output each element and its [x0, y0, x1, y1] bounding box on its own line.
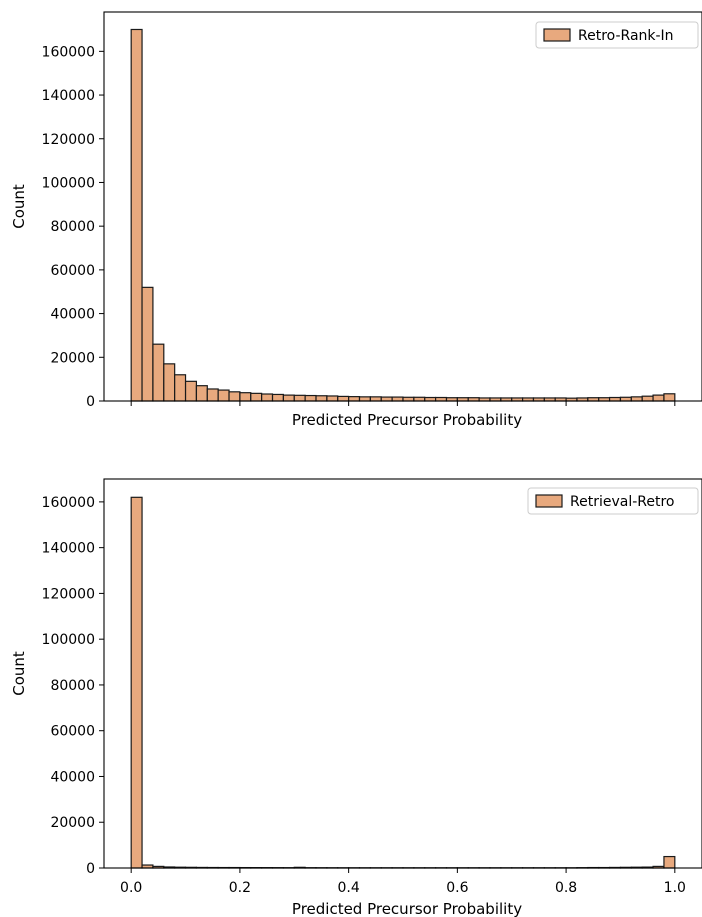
- bar: [326, 395, 339, 402]
- x-tick-label: 0.6: [446, 880, 468, 896]
- bar: [130, 496, 143, 869]
- bar: [641, 395, 654, 402]
- y-tick-label: 160000: [42, 44, 95, 60]
- axes-frame: [103, 478, 702, 869]
- bar: [402, 396, 415, 402]
- y-tick-label: 60000: [50, 724, 95, 740]
- bar: [663, 855, 676, 869]
- bar: [163, 363, 176, 402]
- y-tick-label: 20000: [50, 350, 95, 366]
- bar: [141, 286, 154, 402]
- bar: [271, 393, 284, 402]
- y-tick-label: 40000: [50, 307, 95, 323]
- legend-box: [527, 487, 699, 515]
- chart-panel-1: 0 20000 40000 60000 80000 100000 120000 140000 1…: [10, 11, 702, 429]
- bar: [250, 392, 263, 402]
- bar: [391, 396, 404, 402]
- bar: [413, 396, 426, 402]
- x-axis-label: Predicted Precursor Probability: [292, 411, 522, 429]
- legend-label: Retro-Rank-In: [578, 28, 674, 44]
- bar: [152, 343, 165, 402]
- y-tick-label: 0: [86, 861, 95, 877]
- bar: [304, 394, 317, 402]
- bar: [663, 393, 676, 402]
- x-tick-label: 0.2: [229, 880, 251, 896]
- y-axis-label: Count: [10, 651, 28, 696]
- x-tick-label: 0.4: [338, 880, 360, 896]
- y-tick-label: 0: [86, 394, 95, 410]
- y-tick-label: 80000: [50, 219, 95, 235]
- bar: [239, 392, 252, 402]
- axes-frame: [103, 11, 702, 402]
- y-tick-label: 80000: [50, 678, 95, 694]
- x-axis-label: Predicted Precursor Probability: [292, 900, 522, 917]
- y-tick-label: 60000: [50, 263, 95, 279]
- legend-swatch: [543, 28, 571, 42]
- x-tick-label: 0.8: [555, 880, 577, 896]
- bar: [358, 396, 371, 402]
- bar: [652, 394, 665, 402]
- bar: [206, 388, 219, 402]
- bar: [282, 394, 295, 402]
- chart-panel-2: 0 20000 40000 60000 80000 100000 120000 140000 1…: [10, 478, 702, 917]
- y-tick-label: 100000: [42, 175, 95, 191]
- bar: [217, 389, 230, 402]
- bar: [184, 380, 198, 402]
- y-tick-label: 100000: [42, 632, 95, 648]
- bar: [293, 394, 306, 402]
- y-tick-label: 160000: [42, 495, 95, 511]
- bar: [369, 396, 382, 402]
- y-tick-label: 140000: [42, 541, 95, 557]
- bar: [174, 374, 187, 402]
- legend: Retrieval-Retro: [527, 487, 699, 515]
- x-tick-label: 1.0: [664, 880, 686, 896]
- legend-box: [535, 21, 699, 49]
- y-tick-label: 120000: [42, 132, 95, 148]
- bar: [315, 395, 328, 402]
- bar: [228, 391, 241, 402]
- legend-swatch: [535, 494, 563, 508]
- bar: [348, 396, 361, 402]
- bar: [261, 393, 274, 402]
- y-tick-label: 40000: [50, 769, 95, 785]
- bar: [619, 396, 632, 402]
- y-tick-label: 140000: [42, 88, 95, 104]
- bar: [337, 395, 350, 402]
- bar: [130, 28, 143, 402]
- y-tick-label: 20000: [50, 815, 95, 831]
- y-axis-label: Count: [10, 184, 28, 229]
- x-tick-label: 0.0: [120, 880, 142, 896]
- bar: [630, 396, 643, 402]
- legend-label: Retrieval-Retro: [570, 494, 674, 510]
- bar: [380, 396, 393, 402]
- y-tick-label: 120000: [42, 586, 95, 602]
- legend: Retro-Rank-In: [535, 21, 699, 49]
- bar: [195, 385, 208, 402]
